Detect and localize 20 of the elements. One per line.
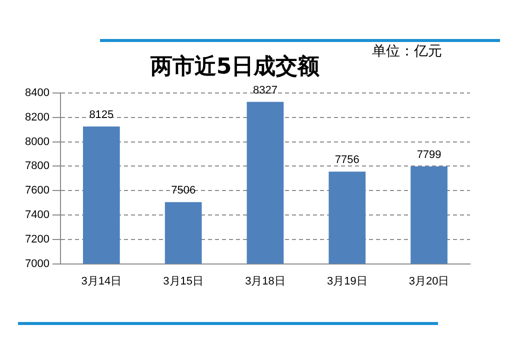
data-label: 8125 [89,109,114,122]
x-tick-label: 3月19日 [326,275,368,288]
x-tick-label: 3月18日 [245,275,286,288]
y-tick-label: 7800 [24,160,50,172]
x-tick-label: 3月15日 [163,275,204,288]
data-label: 7799 [416,148,442,161]
y-tick-label: 7400 [24,209,50,222]
x-tick-label: 3月20日 [408,275,450,288]
y-tick-label: 8200 [24,111,50,124]
text: 单位：亿元 [372,44,442,60]
x-tick-label: 3月14日 [81,275,122,288]
y-tick-label: 7200 [24,233,50,246]
y-tick-label: 7600 [24,184,50,197]
y-tick-label: 8000 [24,136,50,148]
y-tick-label: 7000 [24,258,50,270]
data-label: 7506 [171,184,196,197]
data-label: 7756 [334,154,360,166]
y-tick-label: 8400 [24,87,50,100]
chart-title: 两市近5日成交额 [149,54,321,80]
data-label: 8327 [252,84,278,96]
